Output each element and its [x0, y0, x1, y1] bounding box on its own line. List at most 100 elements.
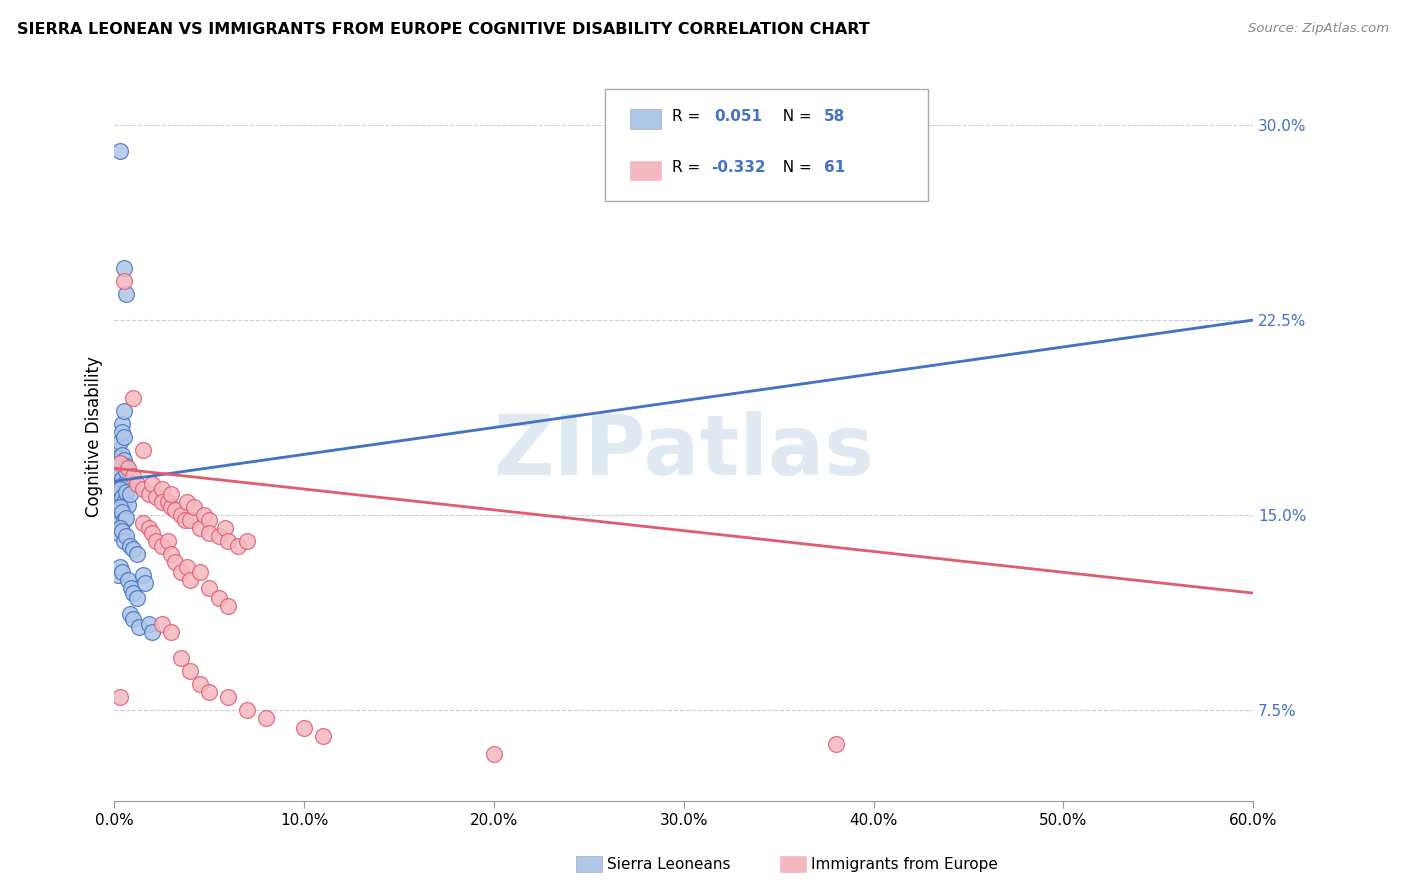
Point — [112, 274, 135, 288]
Point — [112, 404, 135, 418]
Point — [107, 475, 129, 489]
Point — [108, 482, 131, 496]
Point — [107, 567, 129, 582]
Point — [118, 487, 141, 501]
Text: N =: N = — [773, 109, 817, 124]
Point — [112, 513, 135, 527]
Point — [173, 513, 195, 527]
Point — [105, 487, 128, 501]
Point — [236, 703, 259, 717]
Point — [112, 476, 135, 491]
Point — [108, 456, 131, 470]
Point — [105, 508, 128, 522]
Point — [176, 560, 198, 574]
Point — [156, 534, 179, 549]
Point — [111, 417, 134, 431]
Point — [138, 521, 160, 535]
Point — [193, 508, 215, 522]
Point — [217, 690, 239, 705]
Point — [132, 567, 155, 582]
Point — [150, 539, 173, 553]
Point — [128, 620, 150, 634]
Point — [138, 487, 160, 501]
Point — [105, 461, 128, 475]
Text: ZIPatlas: ZIPatlas — [494, 411, 875, 492]
Point — [114, 529, 136, 543]
Point — [165, 503, 187, 517]
Point — [236, 534, 259, 549]
Point — [107, 526, 129, 541]
Point — [226, 539, 249, 553]
Point — [132, 482, 155, 496]
Point — [824, 737, 846, 751]
Point — [111, 425, 134, 439]
Text: 0.051: 0.051 — [714, 109, 762, 124]
Point — [111, 566, 134, 580]
Point — [165, 555, 187, 569]
Point — [108, 560, 131, 574]
Point — [188, 521, 211, 535]
Point — [108, 435, 131, 450]
Point — [150, 617, 173, 632]
Point — [108, 521, 131, 535]
Point — [108, 456, 131, 470]
Point — [114, 484, 136, 499]
Point — [112, 453, 135, 467]
Text: Immigrants from Europe: Immigrants from Europe — [811, 857, 998, 871]
Point — [160, 547, 183, 561]
Point — [107, 450, 129, 465]
Point — [183, 500, 205, 515]
Point — [107, 503, 129, 517]
Point — [107, 443, 129, 458]
Point — [176, 495, 198, 509]
Point — [141, 526, 163, 541]
Point — [141, 625, 163, 640]
Point — [121, 581, 143, 595]
Point — [188, 566, 211, 580]
Point — [117, 573, 139, 587]
Point — [114, 287, 136, 301]
Text: Source: ZipAtlas.com: Source: ZipAtlas.com — [1249, 22, 1389, 36]
Point — [122, 541, 145, 556]
Point — [112, 534, 135, 549]
Point — [117, 498, 139, 512]
Point — [108, 467, 131, 481]
Point — [482, 747, 505, 762]
Point — [117, 461, 139, 475]
Point — [122, 586, 145, 600]
Point — [198, 526, 221, 541]
Point — [114, 464, 136, 478]
Point — [179, 664, 201, 678]
Point — [170, 566, 193, 580]
Point — [108, 690, 131, 705]
Point — [112, 260, 135, 275]
Point — [112, 495, 135, 509]
Point — [179, 513, 201, 527]
Point — [208, 591, 231, 606]
Text: 61: 61 — [824, 161, 845, 176]
Point — [188, 677, 211, 691]
Point — [292, 722, 315, 736]
Point — [254, 711, 277, 725]
Point — [138, 617, 160, 632]
Point — [107, 492, 129, 507]
Point — [117, 479, 139, 493]
Point — [111, 506, 134, 520]
Point — [127, 476, 149, 491]
Text: R =: R = — [672, 109, 706, 124]
Point — [122, 469, 145, 483]
Point — [118, 539, 141, 553]
Point — [134, 575, 156, 590]
Point — [179, 573, 201, 587]
Point — [114, 458, 136, 473]
Point — [108, 144, 131, 158]
Point — [118, 607, 141, 621]
Point — [111, 448, 134, 462]
Point — [122, 391, 145, 405]
Point — [156, 495, 179, 509]
Point — [198, 513, 221, 527]
Point — [111, 472, 134, 486]
Text: N =: N = — [773, 161, 817, 176]
Point — [141, 476, 163, 491]
Point — [111, 524, 134, 538]
